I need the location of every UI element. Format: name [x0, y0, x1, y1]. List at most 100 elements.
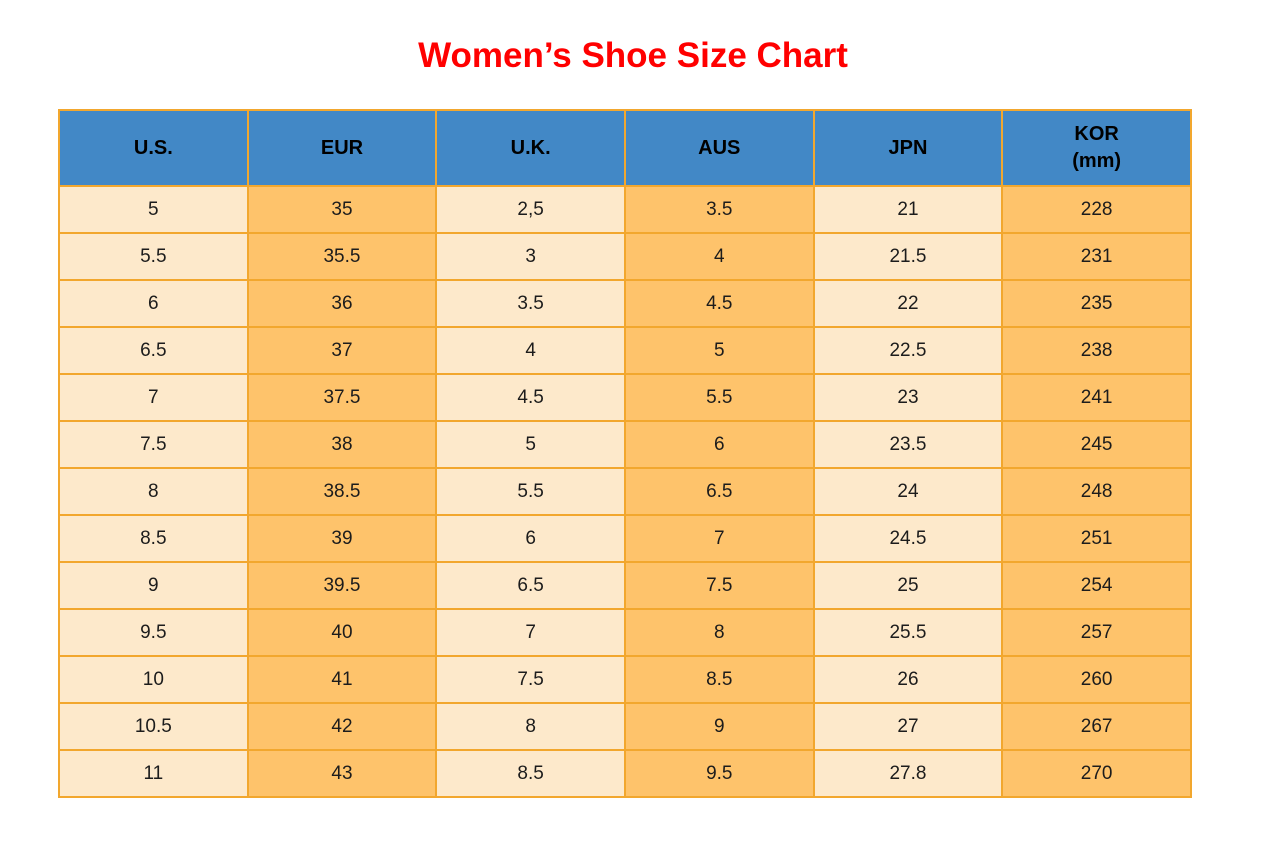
table-cell: 37.5 [246, 373, 438, 422]
table-cell: 3.5 [623, 185, 815, 234]
table-cell: 248 [1001, 467, 1192, 516]
table-cell: 25.5 [812, 608, 1004, 657]
table-row: 11 43 8.5 9.5 27.8 270 [58, 749, 1192, 798]
table-cell: 4.5 [435, 373, 626, 422]
column-header-u-k: U.K. [435, 109, 626, 187]
column-header-jpn: JPN [812, 109, 1004, 187]
table-cell: 260 [1001, 655, 1192, 704]
table-cell: 22 [812, 279, 1004, 328]
table-cell: 23 [812, 373, 1004, 422]
table-cell: 9 [58, 561, 249, 610]
table-cell: 5 [435, 420, 626, 469]
table-head: U.S. EUR U.K. AUS JPN KOR (mm) [58, 109, 1192, 187]
table-cell: 21 [812, 185, 1004, 234]
table-cell: 35.5 [246, 232, 438, 281]
table-cell: 22.5 [812, 326, 1004, 375]
table-cell: 5 [623, 326, 815, 375]
page-title: Women’s Shoe Size Chart [418, 36, 848, 75]
table-cell: 245 [1001, 420, 1192, 469]
table-row: 5.5 35.5 3 4 21.5 231 [58, 232, 1192, 281]
table-cell: 11 [58, 749, 249, 798]
table-cell: 4 [623, 232, 815, 281]
table-cell: 27 [812, 702, 1004, 751]
table-row: 10.5 42 8 9 27 267 [58, 702, 1192, 751]
header-row: U.S. EUR U.K. AUS JPN KOR (mm) [58, 109, 1192, 187]
table-cell: 8 [58, 467, 249, 516]
table-cell: 4 [435, 326, 626, 375]
table-cell: 8 [623, 608, 815, 657]
table-cell: 241 [1001, 373, 1192, 422]
column-header-u-s: U.S. [58, 109, 249, 187]
table-cell: 10.5 [58, 702, 249, 751]
table-cell: 267 [1001, 702, 1192, 751]
table-cell: 8.5 [58, 514, 249, 563]
table-cell: 257 [1001, 608, 1192, 657]
table-cell: 35 [246, 185, 438, 234]
table-row: 7 37.5 4.5 5.5 23 241 [58, 373, 1192, 422]
table-cell: 8.5 [435, 749, 626, 798]
table-cell: 39 [246, 514, 438, 563]
table-cell: 27.8 [812, 749, 1004, 798]
table-cell: 6.5 [623, 467, 815, 516]
table-cell: 7 [435, 608, 626, 657]
table-cell: 9.5 [58, 608, 249, 657]
table-row: 5 35 2,5 3.5 21 228 [58, 185, 1192, 234]
column-header-kor-mm: KOR (mm) [1001, 109, 1192, 187]
table-cell: 270 [1001, 749, 1192, 798]
column-header-aus: AUS [623, 109, 815, 187]
table-cell: 2,5 [435, 185, 626, 234]
table-cell: 21.5 [812, 232, 1004, 281]
table-cell: 4.5 [623, 279, 815, 328]
table-cell: 3.5 [435, 279, 626, 328]
table-row: 8 38.5 5.5 6.5 24 248 [58, 467, 1192, 516]
table-row: 9.5 40 7 8 25.5 257 [58, 608, 1192, 657]
table-cell: 7.5 [58, 420, 249, 469]
table-row: 6 36 3.5 4.5 22 235 [58, 279, 1192, 328]
table-row: 10 41 7.5 8.5 26 260 [58, 655, 1192, 704]
table-cell: 251 [1001, 514, 1192, 563]
table-cell: 238 [1001, 326, 1192, 375]
table-cell: 40 [246, 608, 438, 657]
table-cell: 5.5 [58, 232, 249, 281]
table-cell: 6.5 [58, 326, 249, 375]
table-cell: 38 [246, 420, 438, 469]
table-cell: 24.5 [812, 514, 1004, 563]
table-cell: 7.5 [623, 561, 815, 610]
table-row: 6.5 37 4 5 22.5 238 [58, 326, 1192, 375]
table-cell: 38.5 [246, 467, 438, 516]
table-cell: 6.5 [435, 561, 626, 610]
table-cell: 7 [58, 373, 249, 422]
table-cell: 9.5 [623, 749, 815, 798]
table-cell: 7 [623, 514, 815, 563]
table-cell: 5 [58, 185, 249, 234]
table-body: 5 35 2,5 3.5 21 228 5.5 35.5 3 4 21.5 231 6 36 3.5 4.5 2… [58, 185, 1192, 798]
table-cell: 235 [1001, 279, 1192, 328]
table-cell: 42 [246, 702, 438, 751]
table-cell: 9 [623, 702, 815, 751]
table-cell: 3 [435, 232, 626, 281]
table-cell: 5.5 [623, 373, 815, 422]
table-cell: 254 [1001, 561, 1192, 610]
table-cell: 8.5 [623, 655, 815, 704]
table-cell: 23.5 [812, 420, 1004, 469]
column-header-eur: EUR [246, 109, 438, 187]
table-cell: 6 [435, 514, 626, 563]
table-cell: 10 [58, 655, 249, 704]
table-cell: 36 [246, 279, 438, 328]
table-row: 9 39.5 6.5 7.5 25 254 [58, 561, 1192, 610]
table-cell: 6 [623, 420, 815, 469]
table-cell: 8 [435, 702, 626, 751]
table-cell: 5.5 [435, 467, 626, 516]
table-cell: 6 [58, 279, 249, 328]
table-cell: 228 [1001, 185, 1192, 234]
table-cell: 24 [812, 467, 1004, 516]
table-cell: 39.5 [246, 561, 438, 610]
table-row: 7.5 38 5 6 23.5 245 [58, 420, 1192, 469]
table-cell: 41 [246, 655, 438, 704]
table-cell: 25 [812, 561, 1004, 610]
table-cell: 43 [246, 749, 438, 798]
table-row: 8.5 39 6 7 24.5 251 [58, 514, 1192, 563]
shoe-size-table: U.S. EUR U.K. AUS JPN KOR (mm) 5 35 2,5 3.5 21 228 5… [58, 109, 1192, 798]
table-cell: 7.5 [435, 655, 626, 704]
